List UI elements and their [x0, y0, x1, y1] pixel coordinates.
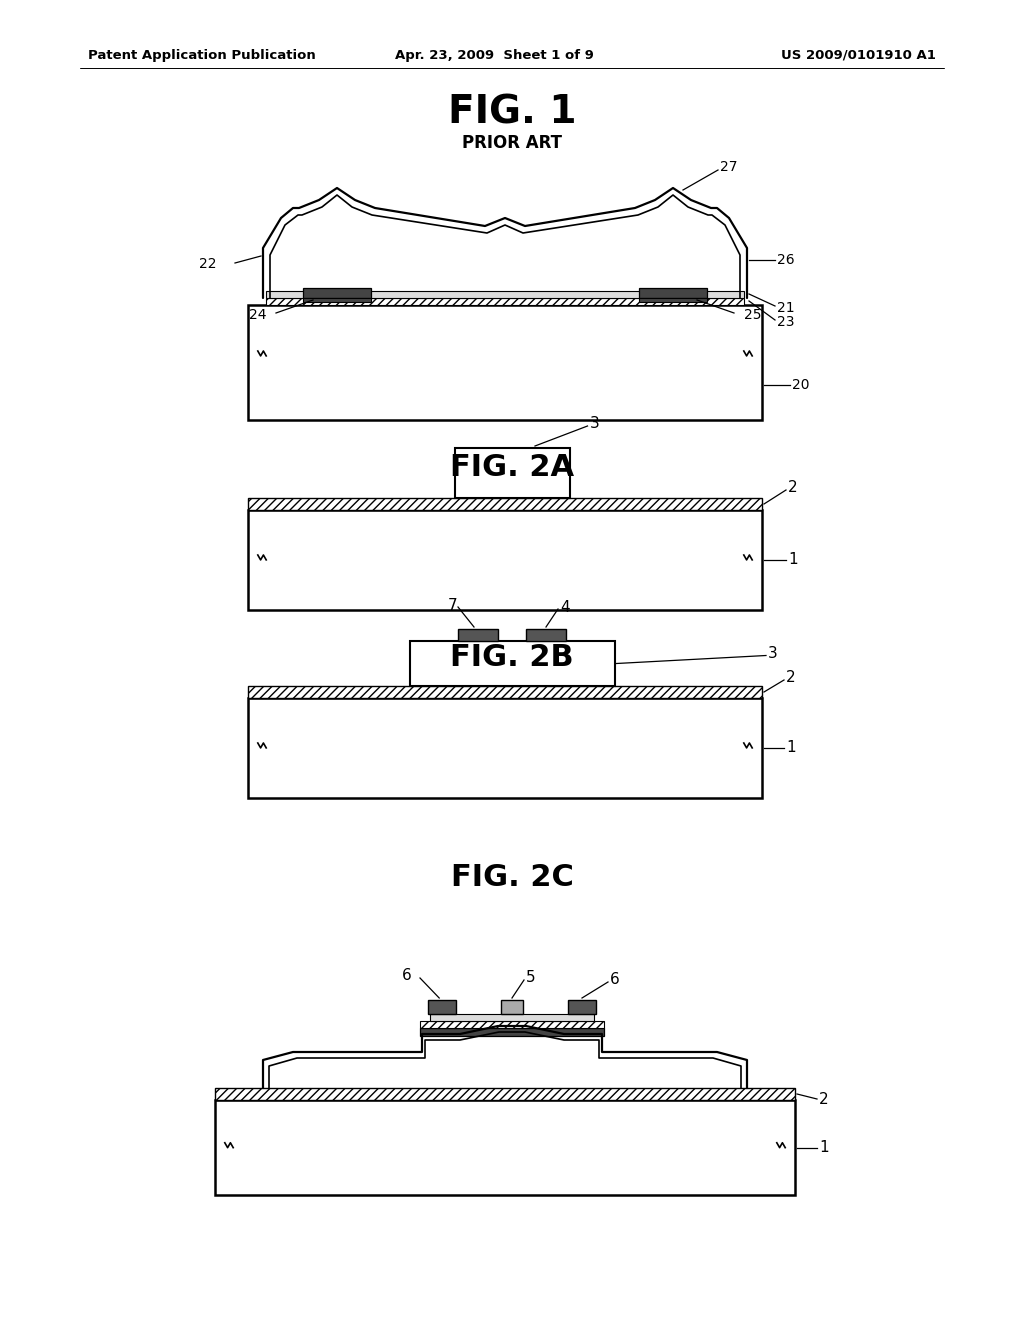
- Bar: [430, 1014, 594, 1020]
- Bar: [248, 305, 762, 420]
- Bar: [526, 630, 566, 642]
- Text: 7: 7: [449, 598, 458, 612]
- Text: Patent Application Publication: Patent Application Publication: [88, 49, 315, 62]
- Text: FIG. 2A: FIG. 2A: [450, 454, 574, 483]
- Text: 22: 22: [200, 257, 217, 271]
- Bar: [248, 498, 762, 510]
- Text: 24: 24: [249, 308, 266, 322]
- Bar: [639, 298, 707, 302]
- Bar: [248, 698, 762, 799]
- Text: 3: 3: [768, 645, 778, 661]
- Bar: [420, 1028, 604, 1036]
- Text: 25: 25: [744, 308, 762, 322]
- Bar: [455, 447, 569, 498]
- Text: 1: 1: [819, 1140, 828, 1155]
- Text: FIG. 2B: FIG. 2B: [451, 644, 573, 672]
- Text: 5: 5: [526, 970, 536, 986]
- Bar: [639, 288, 707, 298]
- Text: 20: 20: [792, 378, 810, 392]
- Text: PRIOR ART: PRIOR ART: [462, 135, 562, 152]
- Text: 2: 2: [819, 1092, 828, 1106]
- Bar: [568, 1001, 596, 1014]
- Bar: [266, 298, 744, 305]
- Bar: [248, 686, 762, 698]
- Bar: [215, 1088, 795, 1100]
- Text: 21: 21: [777, 301, 795, 315]
- Bar: [410, 642, 614, 686]
- Bar: [458, 630, 498, 642]
- Text: 6: 6: [610, 973, 620, 987]
- Text: 2: 2: [788, 480, 798, 495]
- Text: 3: 3: [590, 417, 599, 432]
- Text: FIG. 1: FIG. 1: [447, 94, 577, 132]
- Text: FIG. 2C: FIG. 2C: [451, 863, 573, 892]
- Text: 2: 2: [786, 671, 796, 685]
- Bar: [420, 1020, 604, 1028]
- Text: 23: 23: [777, 315, 795, 329]
- Text: 27: 27: [720, 160, 737, 174]
- Bar: [215, 1100, 795, 1195]
- Bar: [303, 288, 371, 298]
- Text: 1: 1: [788, 553, 798, 568]
- Bar: [501, 1001, 523, 1014]
- Bar: [266, 290, 744, 298]
- Text: Apr. 23, 2009  Sheet 1 of 9: Apr. 23, 2009 Sheet 1 of 9: [395, 49, 594, 62]
- Bar: [248, 510, 762, 610]
- Text: 4: 4: [560, 599, 569, 615]
- Text: 26: 26: [777, 253, 795, 267]
- Text: 1: 1: [786, 741, 796, 755]
- Bar: [303, 298, 371, 302]
- Bar: [428, 1001, 456, 1014]
- Text: US 2009/0101910 A1: US 2009/0101910 A1: [781, 49, 936, 62]
- Text: 6: 6: [402, 969, 412, 983]
